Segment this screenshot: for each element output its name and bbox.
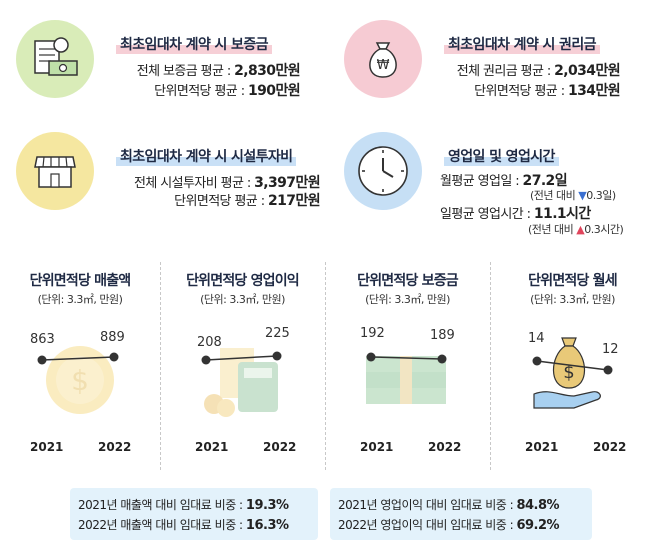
profit-rent-ratio-2021: 2021년 영업이익 대비 임대료 비중 : 84.8% bbox=[338, 498, 560, 513]
facility-icon-circle bbox=[16, 132, 94, 210]
money-documents-icon bbox=[34, 37, 78, 76]
profit-per-area-title: 단위면적당 영업이익 bbox=[186, 273, 300, 289]
profit-2021-value: 208 bbox=[197, 335, 222, 350]
deposit-per-area-unit: (단위: 3.3㎡, 만원) bbox=[365, 293, 450, 306]
calculator-coins-icon bbox=[204, 348, 278, 417]
sales-trend-line bbox=[37, 352, 119, 365]
facility-total-line: 전체 시설투자비 평균 : 3,397만원 bbox=[134, 175, 321, 191]
business-hours-line: 일평균 영업시간 : 11.1시간 bbox=[440, 206, 591, 222]
year-2021-label: 2021 bbox=[525, 440, 559, 454]
deposit-unit-line: 단위면적당 평균 : 190만원 bbox=[154, 83, 300, 99]
deposit-trend-line bbox=[366, 352, 447, 364]
sales-2022-value: 889 bbox=[100, 330, 125, 345]
profit-per-area-unit: (단위: 3.3㎡, 만원) bbox=[200, 293, 285, 306]
profit-rent-ratio-box: 2021년 영업이익 대비 임대료 비중 : 84.8% 2022년 영업이익 … bbox=[330, 488, 592, 540]
business-days-change: (전년 대비 ▼0.3일) bbox=[530, 189, 616, 202]
sales-per-area-title: 단위면적당 매출액 bbox=[29, 273, 132, 289]
profit-2022-value: 225 bbox=[265, 326, 290, 341]
sales-2021-value: 863 bbox=[30, 332, 55, 347]
clock-icon bbox=[358, 146, 408, 196]
svg-text:$: $ bbox=[71, 364, 89, 397]
hours-icon-circle bbox=[344, 132, 422, 210]
premium-icon-circle: ₩ bbox=[344, 20, 422, 98]
storefront-icon bbox=[34, 156, 76, 188]
year-2022-label: 2022 bbox=[263, 440, 297, 454]
rent-2022-value: 12 bbox=[602, 342, 619, 357]
year-2022-label: 2022 bbox=[428, 440, 462, 454]
year-2021-label: 2021 bbox=[360, 440, 394, 454]
deposit-2021-value: 192 bbox=[360, 326, 385, 341]
year-2021-label: 2021 bbox=[195, 440, 229, 454]
column-divider bbox=[325, 262, 326, 470]
premium-title: 최초임대차 계약 시 권리금 bbox=[444, 34, 600, 54]
money-bag-hand-icon: $ bbox=[533, 337, 601, 409]
svg-text:$: $ bbox=[563, 362, 574, 383]
sales-rent-ratio-2021: 2021년 매출액 대비 임대료 비중 : 19.3% bbox=[78, 498, 289, 513]
year-2022-label: 2022 bbox=[593, 440, 627, 454]
svg-text:₩: ₩ bbox=[377, 58, 390, 73]
year-2022-label: 2022 bbox=[98, 440, 132, 454]
rent-2021-value: 14 bbox=[528, 331, 545, 346]
down-arrow-icon: ▼ bbox=[578, 189, 587, 202]
column-divider bbox=[160, 262, 161, 470]
deposit-total-line: 전체 보증금 평균 : 2,830만원 bbox=[136, 63, 301, 79]
business-days-line: 월평균 영업일 : 27.2일 bbox=[440, 173, 568, 189]
sales-per-area-unit: (단위: 3.3㎡, 만원) bbox=[37, 293, 123, 306]
premium-unit-line: 단위면적당 평균 : 134만원 bbox=[474, 83, 620, 99]
rent-trend-line bbox=[532, 356, 613, 375]
profit-rent-ratio-2022: 2022년 영업이익 대비 임대료 비중 : 69.2% bbox=[338, 518, 560, 533]
facility-title: 최초임대차 계약 시 시설투자비 bbox=[116, 146, 297, 166]
sales-rent-ratio-2022: 2022년 매출액 대비 임대료 비중 : 16.3% bbox=[78, 518, 289, 533]
column-divider bbox=[490, 262, 491, 470]
coin-dollar-icon: $ bbox=[46, 346, 114, 414]
deposit-2022-value: 189 bbox=[430, 328, 455, 343]
cash-stack-icon bbox=[366, 356, 446, 404]
rent-per-area-title: 단위면적당 월세 bbox=[528, 273, 617, 289]
profit-trend-line bbox=[201, 351, 282, 365]
business-hours-title: 영업일 및 영업시간 bbox=[444, 146, 559, 166]
deposit-icon-circle bbox=[16, 20, 94, 98]
up-arrow-icon: ▲ bbox=[576, 223, 585, 236]
won-money-bag-icon: ₩ bbox=[369, 42, 397, 78]
facility-unit-line: 단위면적당 평균 : 217만원 bbox=[174, 193, 320, 209]
deposit-title: 최초임대차 계약 시 보증금 bbox=[116, 34, 272, 54]
premium-total-line: 전체 권리금 평균 : 2,034만원 bbox=[456, 63, 621, 79]
rent-per-area-unit: (단위: 3.3㎡, 만원) bbox=[530, 293, 615, 306]
sales-rent-ratio-box: 2021년 매출액 대비 임대료 비중 : 19.3% 2022년 매출액 대비… bbox=[70, 488, 318, 540]
deposit-per-area-title: 단위면적당 보증금 bbox=[357, 273, 459, 289]
business-hours-change: (전년 대비 ▲0.3시간) bbox=[528, 223, 624, 236]
year-2021-label: 2021 bbox=[30, 440, 64, 454]
